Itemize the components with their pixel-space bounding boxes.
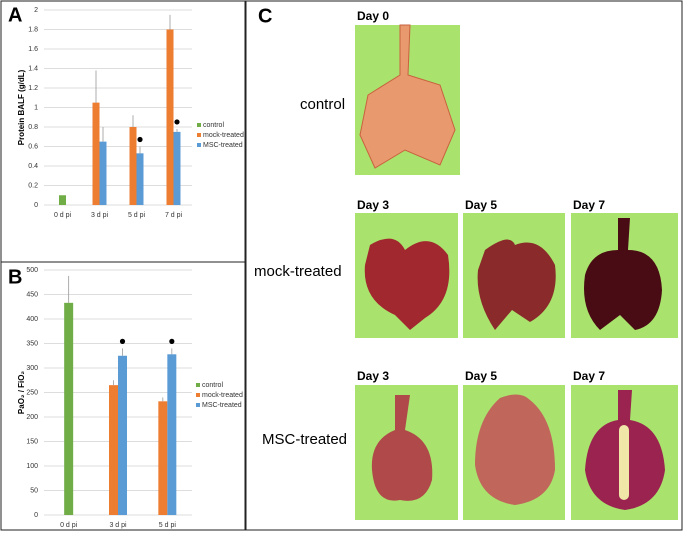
bar	[129, 127, 137, 205]
x-tick-label: 5 d pi	[159, 522, 177, 529]
legend-swatch	[196, 383, 200, 387]
day-label: Day 7	[573, 369, 605, 383]
panel-label: B	[8, 266, 22, 288]
x-tick-label: 5 d pi	[128, 212, 146, 219]
day-label: Day 7	[573, 198, 605, 212]
significance-dot	[174, 119, 180, 125]
y-tick-label: 1.8	[28, 26, 38, 33]
bar	[166, 29, 174, 205]
y-tick-label: 0.8	[28, 124, 38, 131]
significance-dot	[137, 136, 143, 143]
significance-dot	[169, 338, 175, 344]
y-tick-label: 1.4	[28, 65, 38, 72]
y-tick-label: 250	[26, 389, 38, 396]
legend-swatch	[196, 393, 200, 397]
legend-swatch	[197, 133, 201, 137]
legend-label: mock-treated	[203, 132, 244, 139]
bar	[92, 102, 100, 205]
x-tick-label: 3 d pi	[109, 522, 127, 529]
bar	[173, 131, 181, 205]
day-label: Day 5	[465, 369, 497, 383]
y-tick-label: 450	[26, 291, 38, 298]
legend-label: mock-treated	[202, 392, 243, 399]
photos	[355, 24, 678, 520]
y-tick-label: 0.2	[28, 182, 38, 189]
y-axis-label: PaO₂ / FiO₂	[17, 371, 26, 415]
row-label: mock-treated	[254, 263, 342, 280]
bar	[136, 153, 144, 205]
x-tick-label: 0 d pi	[54, 212, 72, 219]
y-tick-label: 300	[26, 365, 38, 372]
day-label: Day 5	[465, 198, 497, 212]
x-tick-label: 7 d pi	[165, 212, 183, 219]
y-tick-label: 50	[30, 487, 38, 494]
y-tick-label: 0	[34, 512, 38, 519]
row-label: MSC-treated	[262, 431, 347, 448]
x-tick-label: 0 d pi	[60, 522, 78, 529]
y-tick-label: 1	[34, 104, 38, 111]
day-label: Day 0	[357, 9, 389, 23]
day-label: Day 3	[357, 198, 389, 212]
bar	[99, 141, 107, 205]
y-tick-label: 0.6	[28, 143, 38, 150]
panel-a-frame	[0, 0, 246, 263]
y-tick-label: 0	[34, 202, 38, 209]
panel-label: C	[258, 5, 272, 27]
y-tick-label: 0.4	[28, 163, 38, 170]
bar	[59, 195, 66, 205]
significance-dot	[119, 338, 126, 344]
legend-label: MSC-treated	[202, 402, 242, 409]
y-tick-label: 150	[26, 438, 38, 445]
legend-label: control	[203, 122, 224, 129]
bar	[158, 401, 168, 515]
legend-swatch	[196, 403, 200, 407]
y-tick-label: 200	[26, 414, 38, 421]
y-tick-label: 350	[26, 340, 38, 347]
y-axis-label: Protein BALF (g/dL)	[17, 69, 26, 145]
legend-label: MSC-treated	[203, 142, 243, 149]
x-tick-label: 3 d pi	[91, 212, 109, 219]
bar	[167, 354, 177, 515]
y-tick-label: 100	[26, 463, 38, 470]
row-label: control	[300, 96, 345, 113]
y-tick-label: 2	[34, 7, 38, 14]
y-tick-label: 1.6	[28, 46, 38, 53]
bar	[109, 385, 118, 515]
bar	[118, 355, 127, 515]
legend-swatch	[197, 123, 201, 127]
day-label: Day 3	[357, 369, 389, 383]
panel-label: A	[8, 4, 22, 26]
y-tick-label: 400	[26, 316, 38, 323]
y-tick-label: 500	[26, 267, 38, 274]
legend-label: control	[202, 382, 223, 389]
bar	[64, 302, 74, 515]
y-tick-label: 1.2	[28, 85, 38, 92]
legend-swatch	[197, 143, 201, 147]
